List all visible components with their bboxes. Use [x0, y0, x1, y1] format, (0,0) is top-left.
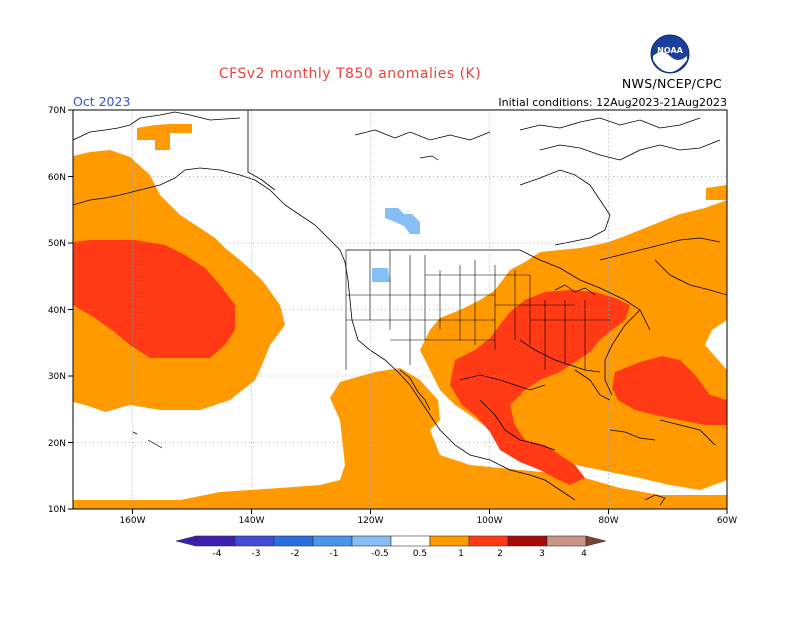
noaa-logo: NOAA: [650, 34, 690, 78]
lon-label: 80W: [598, 516, 618, 526]
colorbar-swatch: [312, 535, 353, 547]
colorbar: -4 -3 -2 -1 -0.5 0.5 1 2 3 4: [175, 535, 607, 559]
latitude-labels: 70N 60N 50N 40N 30N 20N 10N: [48, 106, 66, 515]
anomaly-shading: [73, 110, 727, 509]
state-borders: [345, 250, 610, 370]
lat-label: 70N: [48, 106, 66, 116]
colorbar-swatch: [468, 535, 509, 547]
lat-label: 20N: [48, 439, 66, 449]
colorbar-label: 1: [458, 549, 464, 559]
colorbar-label: 4: [581, 549, 587, 559]
map-title: CFSv2 monthly T850 anomalies (K): [218, 66, 482, 82]
colorbar-swatch: [429, 535, 470, 547]
coastlines: [73, 110, 727, 501]
anomaly-shading-neg-0.5-neg-1: [372, 208, 420, 282]
lon-label: 100W: [476, 516, 502, 526]
colorbar-label: -3: [252, 549, 261, 559]
lat-label: 60N: [48, 173, 66, 183]
axis-ticks: [68, 109, 728, 514]
colorbar-label: -2: [291, 549, 300, 559]
colorbar-swatch: [507, 535, 548, 547]
colorbar-swatch: [390, 535, 431, 547]
lon-label: 60W: [717, 516, 737, 526]
colorbar-label: 3: [539, 549, 545, 559]
colorbar-label: 0.5: [413, 549, 427, 559]
lat-label: 40N: [48, 306, 66, 316]
colorbar-swatch: [273, 535, 314, 547]
lat-label: 50N: [48, 239, 66, 249]
colorbar-swatch: [351, 535, 392, 547]
colorbar-label: -4: [213, 549, 222, 559]
colorbar-label: -0.5: [371, 549, 389, 559]
colorbar-swatch: [546, 535, 587, 547]
noaa-logo-text: NOAA: [657, 46, 683, 55]
lon-label: 160W: [119, 516, 145, 526]
lon-label: 140W: [238, 516, 264, 526]
colorbar-swatch: [234, 535, 275, 547]
lat-label: 10N: [48, 505, 66, 515]
lat-label: 30N: [48, 372, 66, 382]
colorbar-arrow-low: [175, 535, 197, 547]
initial-conditions: Initial conditions: 12Aug2023-21Aug2023: [498, 96, 727, 109]
colorbar-swatch: [195, 535, 236, 547]
longitude-labels: 160W 140W 120W 100W 80W 60W: [119, 516, 737, 526]
agency-label: NWS/NCEP/CPC: [621, 76, 723, 91]
lakes-islands: [132, 155, 666, 506]
colorbar-label: -1: [330, 549, 339, 559]
lon-label: 120W: [357, 516, 383, 526]
colorbar-label: 2: [497, 549, 503, 559]
colorbar-arrow-high: [585, 535, 607, 547]
graticule: [73, 110, 727, 509]
forecast-period: Oct 2023: [73, 94, 131, 109]
